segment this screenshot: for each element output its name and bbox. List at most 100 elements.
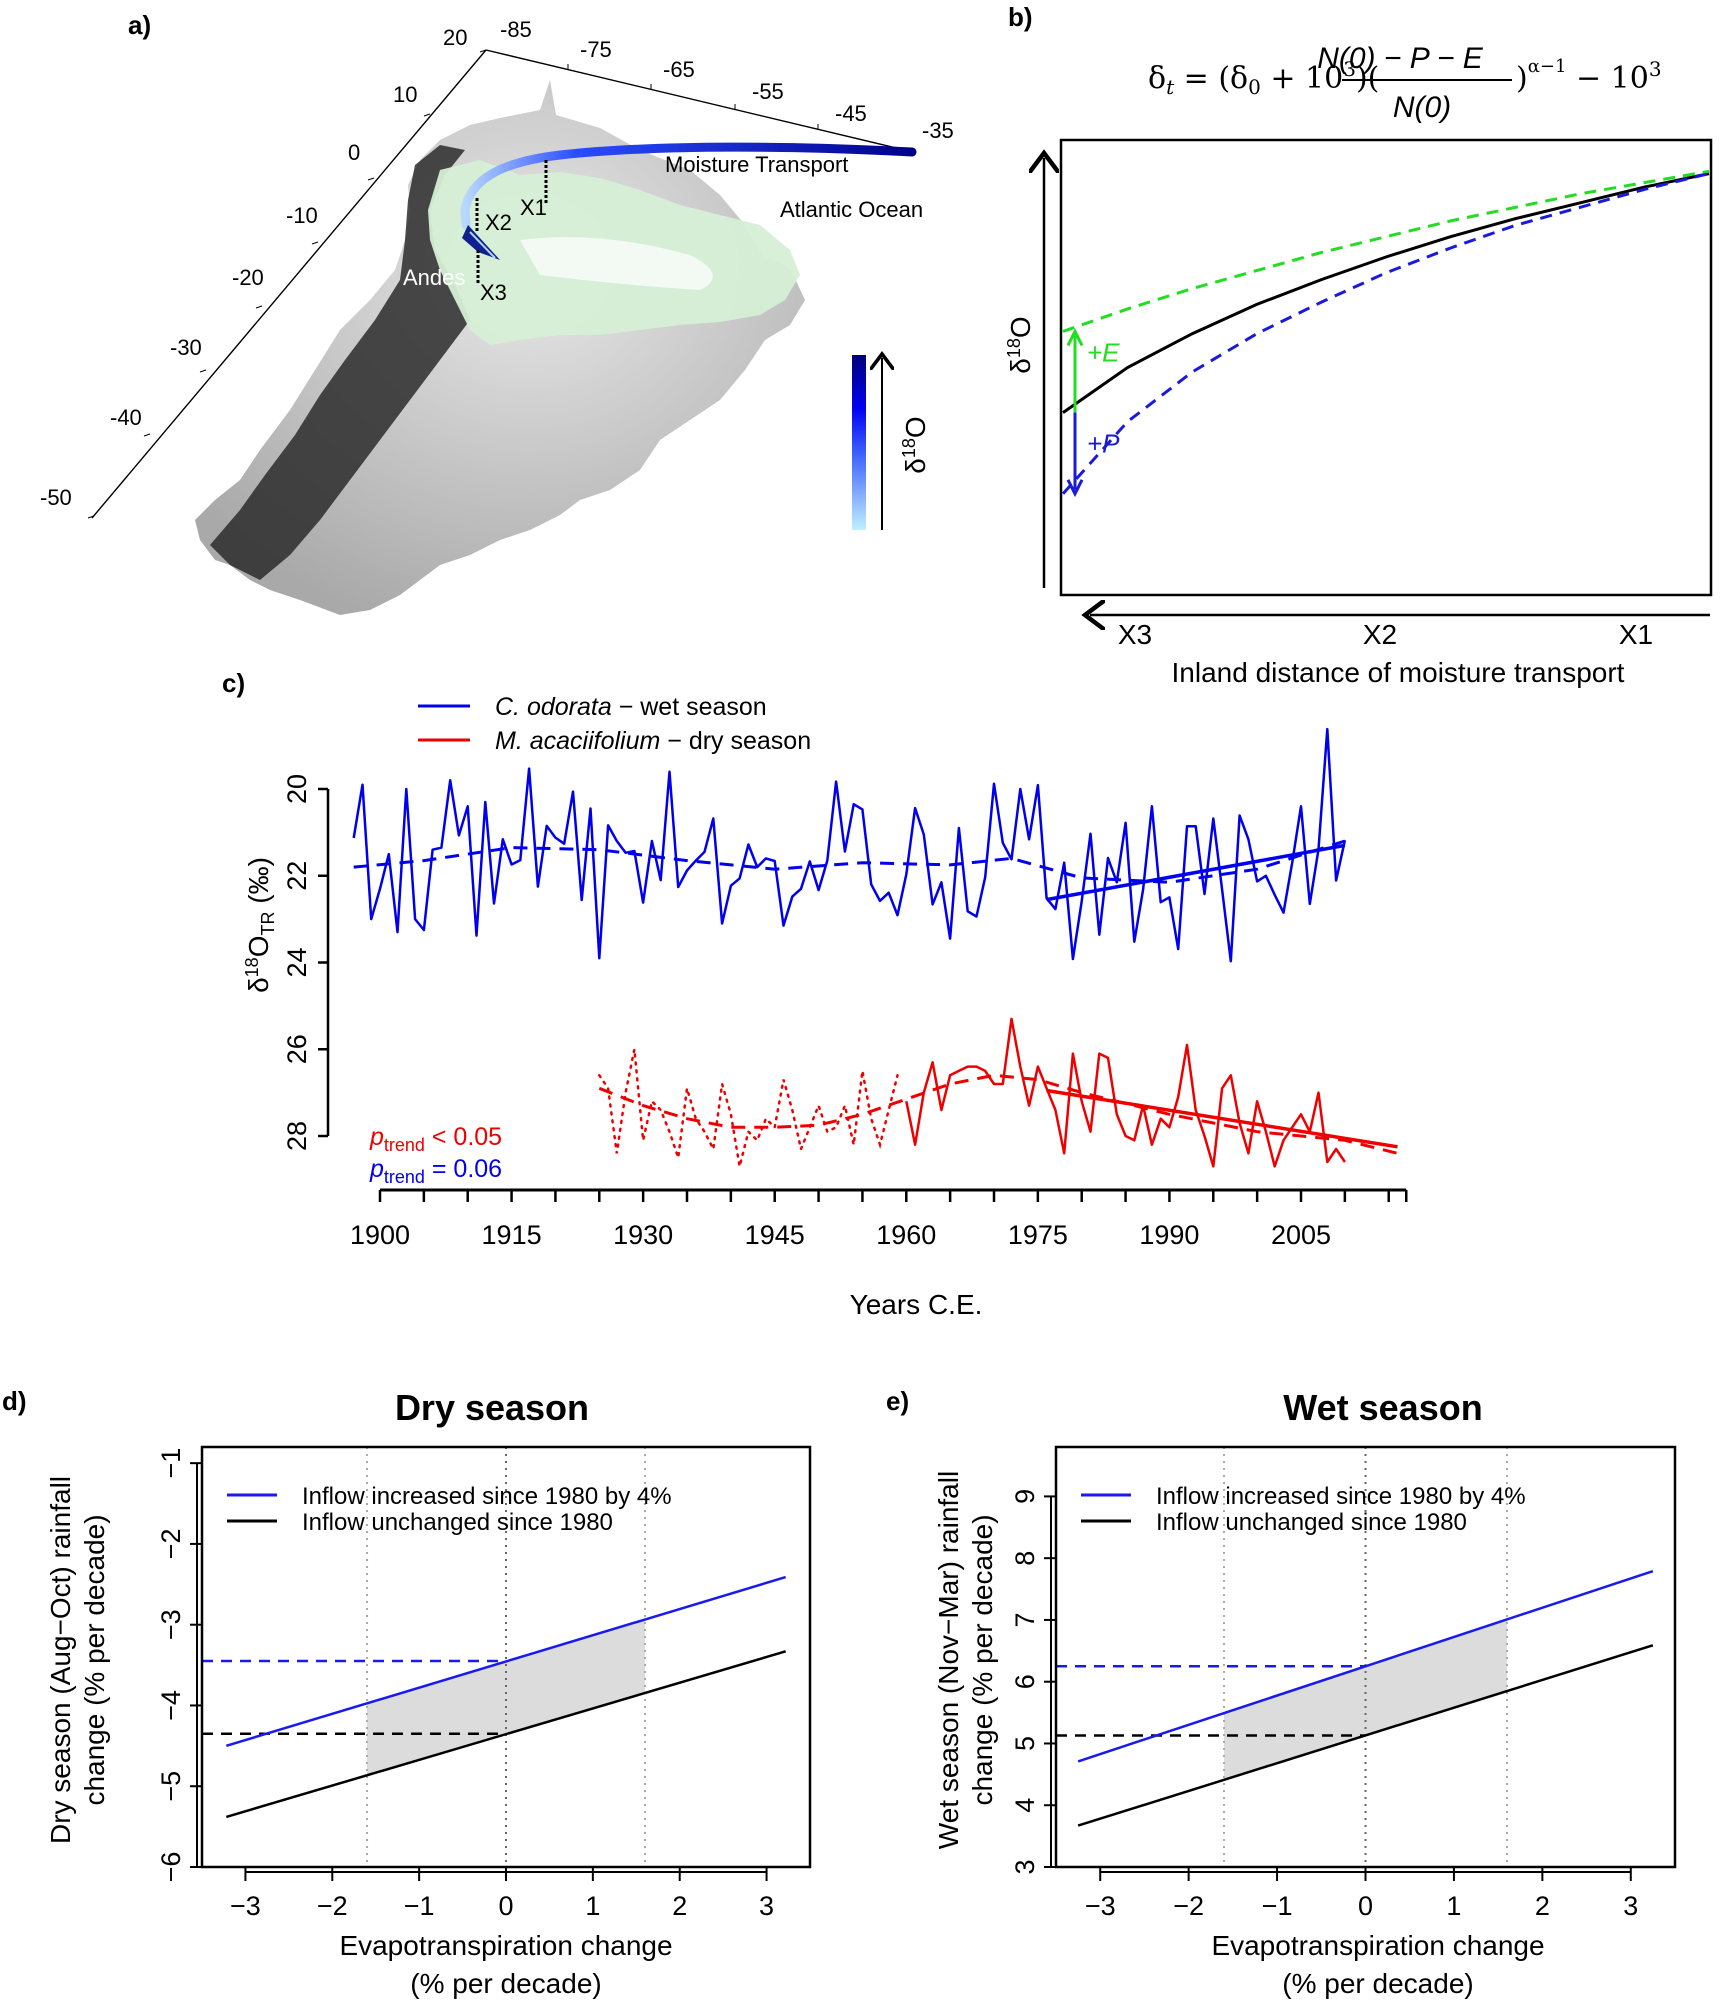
- plus-p-arrowhead-icon: [1066, 479, 1084, 498]
- panel-d-xlabel: Evapotranspiration change: [339, 1930, 672, 1961]
- y-tick-label: 5: [1010, 1736, 1040, 1751]
- panel-e-title: Wet season: [1283, 1387, 1482, 1428]
- lat-tick-label: -40: [110, 405, 142, 430]
- x-tick-label: −1: [1262, 1891, 1293, 1921]
- y-tick-label: 3: [1010, 1859, 1040, 1874]
- x-tick-label: 2: [1535, 1891, 1550, 1921]
- y-tick-label: 4: [1010, 1798, 1040, 1813]
- y-tick-label: −1: [156, 1448, 186, 1479]
- precipitation-curve: [1061, 172, 1710, 495]
- lat-tick-label: 0: [348, 140, 360, 165]
- panel-b-plot-frame: [1059, 138, 1713, 597]
- x-tick-label: −1: [404, 1891, 435, 1921]
- x-tick-label: 1990: [1139, 1220, 1199, 1250]
- svg-text:Wet season (Nov−Mar) rainfall: Wet season (Nov−Mar) rainfall: [933, 1471, 964, 1849]
- lon-tick-label: -65: [663, 57, 695, 82]
- lat-tick-label: -30: [170, 335, 202, 360]
- x-tick-label: 1900: [350, 1220, 410, 1250]
- rayleigh-formula: δt = (δ0 + 103)( N(0) − P − E N(0) )α−1 …: [1148, 42, 1662, 124]
- svg-text:δ18OTR (‰): δ18OTR (‰): [242, 857, 278, 993]
- panel-c: c) C. odorata − wet season M. acaciifoli…: [222, 668, 1408, 1320]
- x-tick-label: −2: [1173, 1891, 1204, 1921]
- andes-label: Andes: [403, 265, 465, 290]
- legend-item-wet: C. odorata − wet season: [495, 693, 767, 721]
- lon-tick-label: -85: [500, 17, 532, 42]
- panel-c-ylabel: δ18OTR (‰): [242, 857, 278, 993]
- legend-item-dry: M. acaciifolium − dry season: [495, 727, 811, 755]
- uncertainty-shading: [367, 1619, 645, 1776]
- y-tick-label: 8: [1010, 1551, 1040, 1566]
- y-tick-label: −2: [156, 1529, 186, 1560]
- lat-tick-label: -50: [40, 485, 72, 510]
- legend-item: Inflow unchanged since 1980: [1156, 1509, 1467, 1536]
- legend-item: Inflow increased since 1980 by 4%: [1156, 1483, 1526, 1510]
- panel-c-plot: 20 22 24 26 28 1900 1915 1930 1945 1960 1975 1990 20…: [282, 727, 1408, 1250]
- panel-d-ylabel-2: change (% per decade): [79, 1514, 110, 1805]
- panel-c-xlabel: Years C.E.: [850, 1289, 983, 1320]
- x-tick-label: 3: [1623, 1891, 1638, 1921]
- svg-text:change (% per decade): change (% per decade): [967, 1514, 998, 1805]
- plus-e-arrowhead-icon: [1066, 328, 1084, 347]
- dry-season-series-line: [905, 1017, 1346, 1168]
- lat-tick-label: -10: [286, 203, 318, 228]
- x-tick-label: −3: [1085, 1891, 1116, 1921]
- panel-c-label: c): [222, 668, 245, 698]
- x-tick-x2: X2: [1363, 619, 1397, 650]
- panel-a-label: a): [128, 10, 151, 40]
- x-tick-label: −2: [317, 1891, 348, 1921]
- y-tick-label: 26: [282, 1034, 312, 1064]
- y-tick-label: 24: [282, 947, 312, 977]
- panel-d-title: Dry season: [395, 1387, 589, 1428]
- panel-e-ylabel-2: change (% per decade): [967, 1514, 998, 1805]
- formula-numerator: N(0) − P − E: [1317, 42, 1484, 75]
- y-tick-label: −4: [156, 1690, 186, 1721]
- andes-ridge: [210, 145, 470, 580]
- p-trend-wet: ptrend = 0.06: [369, 1155, 502, 1187]
- lon-tick-label: -45: [835, 101, 867, 126]
- x-tick-label: 1960: [876, 1220, 936, 1250]
- x2-label: X2: [485, 210, 512, 235]
- panel-e: e) Wet season 3 4 5 6 7 8 9 −3 −2 −1 0 1 2 3 Inflow in…: [886, 1386, 1677, 1999]
- x-tick-label: 1: [585, 1891, 600, 1921]
- svg-text:δ18O: δ18O: [1004, 316, 1036, 373]
- inflow-increased-line: [225, 1575, 787, 1748]
- panel-b-plot: +E +P: [1061, 169, 1710, 498]
- x-tick-label: 2: [672, 1891, 687, 1921]
- wet-season-series-line: [352, 727, 1347, 963]
- panel-d-xlabel-2: (% per decade): [410, 1968, 601, 1999]
- oxygen-symbol: O: [900, 416, 931, 438]
- lat-axis: [91, 49, 487, 519]
- formula-lhs: δt = (δ0 + 103)(: [1148, 57, 1379, 99]
- svg-text:δ18O: δ18O: [899, 416, 931, 473]
- y-tick-label: 9: [1010, 1489, 1040, 1504]
- panel-c-legend: C. odorata − wet season M. acaciifolium …: [418, 693, 811, 755]
- lon-tick-label: -75: [580, 37, 612, 62]
- x1-label: X1: [520, 195, 547, 220]
- x3-label: X3: [480, 280, 507, 305]
- panel-e-xlabel: Evapotranspiration change: [1211, 1930, 1544, 1961]
- y-tick-label: −3: [156, 1609, 186, 1640]
- y-tick-label: 22: [282, 861, 312, 891]
- y-tick-label: 6: [1010, 1674, 1040, 1689]
- panel-d: d) Dry season −6 −5 −4 −3 −2 −1 −3 −2 −1 0 1 2 3 Infl…: [2, 1386, 812, 1999]
- x-tick-label: −3: [230, 1891, 261, 1921]
- x-tick-label: 1975: [1008, 1220, 1068, 1250]
- svg-text:change (% per decade): change (% per decade): [79, 1514, 110, 1805]
- svg-text:Dry season (Aug−Oct) rainfall: Dry season (Aug−Oct) rainfall: [45, 1476, 76, 1844]
- x-tick-label: 1: [1446, 1891, 1461, 1921]
- dry-season-smooth-line: [598, 1073, 1398, 1155]
- lon-tick-label: -35: [922, 118, 954, 143]
- plus-p-label: +P: [1087, 429, 1120, 459]
- panel-a: a) 20 10 0 -10 -20 -30 -40 -50 -85: [40, 10, 954, 615]
- lat-tick-label: 10: [393, 82, 417, 107]
- atlantic-ocean-label: Atlantic Ocean: [780, 197, 923, 222]
- panel-e-plot: 3 4 5 6 7 8 9 −3 −2 −1 0 1 2 3 Inflow increased since …: [1010, 1445, 1677, 1921]
- x-tick-label: 3: [759, 1891, 774, 1921]
- inflow-unchanged-line: [225, 1650, 787, 1819]
- x-tick-label: 0: [498, 1891, 513, 1921]
- colorbar-label: δ18O: [899, 416, 931, 473]
- x-tick-label: 1915: [482, 1220, 542, 1250]
- x-tick-x3: X3: [1118, 619, 1152, 650]
- x-tick-label: 0: [1358, 1891, 1373, 1921]
